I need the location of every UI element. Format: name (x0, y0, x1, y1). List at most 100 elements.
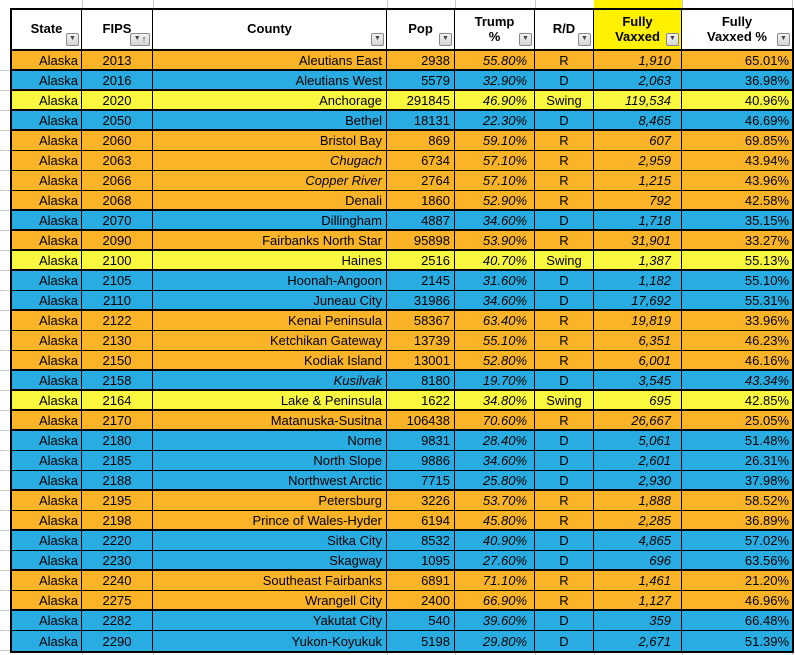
cell-county[interactable]: Sitka City (153, 531, 387, 550)
cell-pop[interactable]: 2764 (387, 171, 455, 190)
cell-fully-vaxxed[interactable]: 8,465 (594, 111, 682, 129)
filter-dropdown-icon[interactable]: ▼ (66, 33, 79, 46)
cell-fully-vaxxed-pct[interactable]: 46.16% (744, 352, 789, 368)
cell-fully-vaxxed[interactable]: 1,215 (594, 171, 682, 190)
cell-fully-vaxxed-pct[interactable]: 43.34% (744, 372, 789, 388)
cell-party[interactable]: R (535, 151, 594, 170)
cell-fully-vaxxed[interactable]: 2,959 (594, 151, 682, 170)
cell-county[interactable]: Haines (153, 251, 387, 269)
cell-state[interactable]: Alaska (12, 531, 82, 550)
column-header-fips[interactable]: FIPS ▼ ↑ (82, 10, 153, 49)
cell-state[interactable]: Alaska (12, 511, 82, 529)
cell-state[interactable]: Alaska (12, 171, 82, 190)
cell-state[interactable]: Alaska (12, 311, 82, 330)
cell-fully-vaxxed[interactable]: 2,063 (594, 71, 682, 89)
cell-fully-vaxxed[interactable]: 2,285 (594, 511, 682, 529)
cell-trump-pct[interactable]: 63.40% (455, 311, 535, 330)
cell-pop[interactable]: 5579 (387, 71, 455, 89)
cell-fully-vaxxed[interactable]: 6,351 (594, 331, 682, 350)
cell-fully-vaxxed-pct[interactable]: 37.98% (744, 472, 789, 488)
cell-trump-pct[interactable]: 45.80% (455, 511, 535, 529)
cell-state[interactable]: Alaska (12, 351, 82, 369)
cell-trump-pct[interactable]: 28.40% (455, 431, 535, 450)
cell-pop[interactable]: 540 (387, 611, 455, 630)
cell-fips[interactable]: 2282 (82, 611, 153, 630)
cell-pop[interactable]: 1622 (387, 391, 455, 409)
cell-party[interactable]: D (535, 431, 594, 450)
cell-fully-vaxxed[interactable]: 2,671 (594, 631, 682, 651)
cell-party[interactable]: R (535, 231, 594, 249)
cell-trump-pct[interactable]: 40.70% (455, 251, 535, 269)
cell-state[interactable]: Alaska (12, 51, 82, 69)
cell-trump-pct[interactable]: 40.90% (455, 531, 535, 550)
cell-fully-vaxxed-pct[interactable]: 46.23% (744, 333, 789, 348)
cell-fips[interactable]: 2016 (82, 71, 153, 89)
cell-trump-pct[interactable]: 70.60% (455, 411, 535, 429)
cell-party[interactable]: R (535, 491, 594, 510)
cell-fully-vaxxed-pct[interactable]: 57.02% (744, 533, 789, 548)
cell-party[interactable]: D (535, 271, 594, 290)
cell-fully-vaxxed[interactable]: 19,819 (594, 311, 682, 330)
cell-party[interactable]: D (535, 371, 594, 389)
cell-fips[interactable]: 2110 (82, 291, 153, 309)
cell-pop[interactable]: 5198 (387, 631, 455, 651)
cell-fully-vaxxed[interactable]: 1,910 (594, 51, 682, 69)
cell-state[interactable]: Alaska (12, 491, 82, 510)
cell-county[interactable]: Bethel (153, 111, 387, 129)
cell-fips[interactable]: 2220 (82, 531, 153, 550)
filter-dropdown-icon[interactable]: ▼ (578, 33, 591, 46)
filter-dropdown-icon[interactable]: ▼ (439, 33, 452, 46)
cell-trump-pct[interactable]: 55.10% (455, 331, 535, 350)
cell-state[interactable]: Alaska (12, 431, 82, 450)
cell-state[interactable]: Alaska (12, 111, 82, 129)
cell-fully-vaxxed[interactable]: 2,930 (594, 471, 682, 489)
cell-pop[interactable]: 95898 (387, 231, 455, 249)
cell-county[interactable]: Copper River (153, 171, 387, 190)
cell-fully-vaxxed-pct[interactable]: 66.48% (744, 613, 789, 628)
cell-state[interactable]: Alaska (12, 291, 82, 309)
cell-fips[interactable]: 2105 (82, 271, 153, 290)
cell-fully-vaxxed-pct[interactable]: 55.13% (744, 252, 789, 268)
cell-party[interactable]: R (535, 131, 594, 150)
cell-state[interactable]: Alaska (12, 471, 82, 489)
cell-trump-pct[interactable]: 57.10% (455, 171, 535, 190)
cell-county[interactable]: Northwest Arctic (153, 471, 387, 489)
cell-county[interactable]: Hoonah-Angoon (153, 271, 387, 290)
cell-fully-vaxxed-pct[interactable]: 36.89% (744, 512, 789, 528)
cell-fully-vaxxed-pct[interactable]: 33.27% (744, 232, 789, 248)
cell-pop[interactable]: 7715 (387, 471, 455, 489)
cell-county[interactable]: Aleutians West (153, 71, 387, 89)
cell-county[interactable]: Lake & Peninsula (153, 391, 387, 409)
cell-state[interactable]: Alaska (12, 91, 82, 109)
cell-fips[interactable]: 2090 (82, 231, 153, 249)
filter-dropdown-icon[interactable]: ▼ (666, 33, 679, 46)
cell-pop[interactable]: 6891 (387, 571, 455, 590)
cell-party[interactable]: R (535, 351, 594, 369)
cell-county[interactable]: Prince of Wales-Hyder (153, 511, 387, 529)
cell-pop[interactable]: 13739 (387, 331, 455, 350)
cell-party[interactable]: R (535, 331, 594, 350)
cell-pop[interactable]: 9886 (387, 451, 455, 470)
cell-fully-vaxxed[interactable]: 3,545 (594, 371, 682, 389)
cell-fips[interactable]: 2063 (82, 151, 153, 170)
cell-fully-vaxxed[interactable]: 1,461 (594, 571, 682, 590)
cell-fully-vaxxed[interactable]: 5,061 (594, 431, 682, 450)
cell-fips[interactable]: 2070 (82, 211, 153, 229)
cell-county[interactable]: Matanuska-Susitna (153, 411, 387, 429)
cell-party[interactable]: R (535, 591, 594, 609)
cell-county[interactable]: Dillingham (153, 211, 387, 229)
cell-fips[interactable]: 2130 (82, 331, 153, 350)
cell-county[interactable]: Skagway (153, 551, 387, 569)
cell-fips[interactable]: 2188 (82, 471, 153, 489)
cell-fips[interactable]: 2230 (82, 551, 153, 569)
cell-fully-vaxxed-pct[interactable]: 46.69% (744, 112, 789, 128)
cell-trump-pct[interactable]: 34.60% (455, 291, 535, 309)
column-header-vaxxed_pct[interactable]: Fully Vaxxed % ▼ (682, 10, 792, 49)
cell-state[interactable]: Alaska (12, 371, 82, 389)
cell-county[interactable]: Yukon-Koyukuk (153, 631, 387, 651)
cell-pop[interactable]: 1095 (387, 551, 455, 569)
cell-state[interactable]: Alaska (12, 591, 82, 609)
cell-fips[interactable]: 2020 (82, 91, 153, 109)
cell-fully-vaxxed-pct[interactable]: 21.20% (744, 573, 789, 588)
cell-party[interactable]: R (535, 411, 594, 429)
